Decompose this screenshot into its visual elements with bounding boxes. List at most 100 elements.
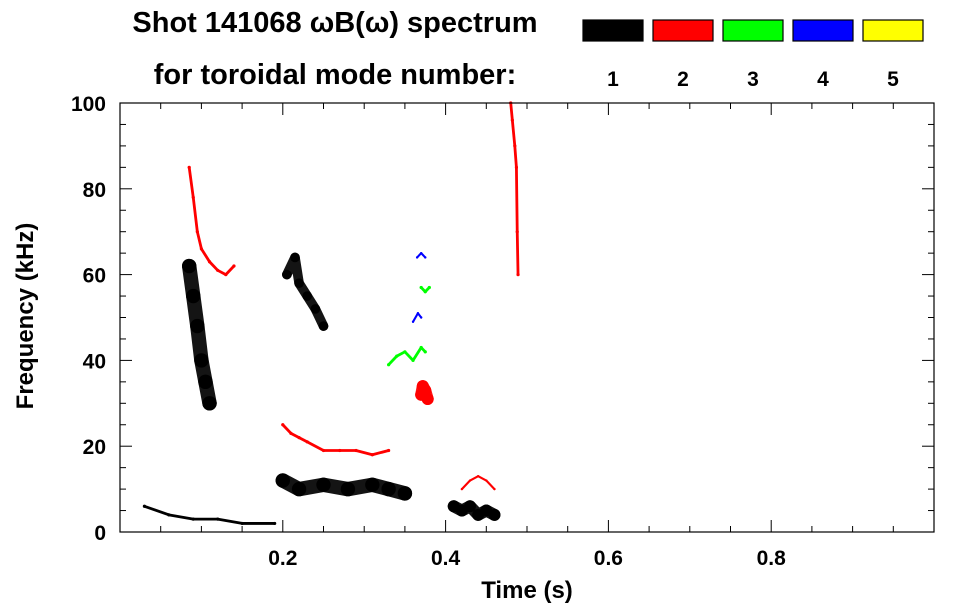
point-n2-20khz-band-7 — [370, 453, 374, 457]
point-n4-chirp-50khz-1 — [416, 312, 420, 315]
point-n2-early-chirp-7 — [232, 264, 236, 268]
point-n1-startup-floor-1 — [167, 513, 171, 517]
point-n2-early-chirp-0 — [187, 165, 191, 169]
point-n2-early-chirp-1 — [191, 195, 195, 199]
trace-n4-chirp-50khz — [411, 312, 423, 323]
y-tick-label: 0 — [94, 522, 106, 545]
point-n2-late-chirp-5 — [516, 273, 520, 277]
point-n3-chirp-40khz-4 — [419, 345, 423, 350]
y-tick-labels: 0 20 40 60 80 100 — [71, 93, 106, 545]
point-n1-early-broadband-1 — [186, 288, 201, 304]
legend: 1 2 3 4 5 — [582, 19, 924, 91]
point-n1-startup-floor-5 — [273, 521, 277, 526]
point-n2-20khz-band-3 — [305, 440, 309, 444]
y-tick-label: 80 — [83, 179, 106, 202]
point-n2-late-chirp-4 — [515, 230, 519, 234]
legend-swatch-mode-1 — [582, 19, 644, 42]
point-n2-low-late-4 — [493, 487, 496, 491]
trace-n2-early-chirp — [187, 165, 236, 277]
y-axis-label: Frequency (kHz) — [12, 223, 39, 410]
legend-label-mode-2: 2 — [677, 68, 689, 91]
point-n1-low-freq-band-4 — [365, 477, 380, 493]
point-n1-startup-floor-0 — [142, 504, 147, 508]
point-n4-chirp-50khz-0 — [411, 320, 415, 323]
point-n1-early-broadband-5 — [202, 396, 217, 411]
x-tick-labels: 0.2 0.4 0.6 0.8 — [268, 547, 786, 570]
point-n2-early-chirp-4 — [207, 260, 212, 264]
point-n1-mid-burst-4 — [310, 304, 321, 314]
trace-n2-late-chirp — [509, 101, 520, 277]
legend-label-mode-5: 5 — [887, 68, 899, 91]
point-n3-chirp-40khz-3 — [411, 358, 415, 362]
point-n1-low-freq-band-2 — [316, 477, 331, 493]
x-tick-label: 0.6 — [594, 547, 623, 570]
x-tick-label: 0.4 — [431, 547, 461, 570]
x-axis-label: Time (s) — [481, 577, 573, 604]
point-n2-20khz-band-8 — [387, 448, 391, 453]
point-n1-mid-burst-3 — [302, 291, 313, 301]
legend-label-mode-3: 3 — [747, 68, 759, 91]
point-n2-20khz-band-0 — [281, 423, 285, 427]
point-n2-early-chirp-5 — [216, 268, 220, 272]
legend-swatch-mode-2 — [652, 19, 714, 42]
point-n2-20khz-band-1 — [289, 431, 293, 435]
trace-n2-low-late — [460, 475, 496, 491]
point-n1-early-broadband-4 — [198, 374, 213, 390]
point-n4-chirp-50khz-2 — [419, 316, 423, 319]
point-n2-early-chirp-2 — [195, 230, 199, 234]
y-tick-label: 20 — [83, 436, 106, 459]
point-n2-low-late-3 — [485, 479, 488, 482]
mode-traces — [142, 101, 520, 526]
point-n1-startup-floor-3 — [216, 517, 220, 521]
chart-title-line2: for toroidal mode number: — [154, 59, 517, 91]
point-n2-20khz-band-2 — [297, 436, 301, 440]
point-n4-chirp-65khz-1 — [419, 251, 423, 255]
point-n1-low-freq-band-5 — [381, 481, 396, 497]
point-n1-late-low-band-5 — [488, 508, 501, 521]
point-n1-mid-burst-1 — [290, 252, 300, 263]
point-n3-chirp-40khz-1 — [395, 354, 399, 358]
point-n2-low-late-2 — [476, 475, 480, 478]
y-tick-label: 40 — [83, 350, 106, 373]
x-tick-label: 0.8 — [757, 547, 787, 570]
x-tick-label: 0.2 — [268, 547, 297, 570]
point-n1-late-low-band-2 — [464, 500, 477, 513]
point-n2-20khz-band-6 — [354, 448, 358, 453]
point-n1-early-broadband-3 — [194, 353, 209, 368]
point-n2-early-chirp-3 — [199, 247, 203, 251]
point-n2-late-chirp-3 — [514, 165, 519, 169]
point-n3-chirp-57khz-1 — [423, 290, 427, 294]
axis-ticks — [120, 103, 934, 532]
point-n3-chirp-40khz-2 — [403, 350, 407, 354]
point-n2-early-chirp-6 — [224, 273, 228, 277]
trace-n3-chirp-40khz — [387, 346, 427, 367]
trace-n2-20khz-band — [281, 423, 391, 457]
point-n1-early-broadband-2 — [190, 318, 205, 334]
legend-label-mode-1: 1 — [607, 68, 619, 91]
point-n4-chirp-65khz-0 — [415, 256, 419, 259]
point-n2-late-chirp-2 — [513, 144, 517, 148]
point-n3-chirp-40khz-5 — [423, 350, 427, 354]
point-n1-low-freq-band-1 — [291, 481, 307, 497]
point-n1-mid-burst-5 — [318, 321, 329, 331]
point-n3-chirp-40khz-0 — [387, 363, 391, 367]
point-n1-startup-floor-4 — [240, 521, 244, 526]
point-n1-mid-burst-0 — [282, 269, 292, 280]
chart-title-line1: Shot 141068 ωB(ω) spectrum — [132, 7, 537, 39]
legend-swatch-mode-5 — [862, 19, 924, 42]
point-n1-early-broadband-0 — [181, 258, 197, 274]
legend-swatch-mode-4 — [792, 19, 854, 42]
point-n1-startup-floor-2 — [191, 517, 195, 521]
point-n1-low-freq-band-0 — [275, 473, 290, 488]
point-n1-low-freq-band-3 — [340, 481, 356, 497]
y-tick-label: 100 — [71, 93, 106, 116]
point-n2-burst-33khz-3 — [421, 393, 434, 406]
point-n2-late-chirp-1 — [510, 118, 514, 122]
point-n1-low-freq-band-6 — [397, 486, 413, 501]
point-n2-low-late-0 — [460, 487, 464, 491]
point-n3-chirp-57khz-2 — [427, 285, 431, 290]
legend-swatch-mode-3 — [722, 19, 784, 42]
point-n3-chirp-57khz-0 — [419, 285, 423, 290]
point-n4-chirp-65khz-2 — [424, 256, 427, 259]
